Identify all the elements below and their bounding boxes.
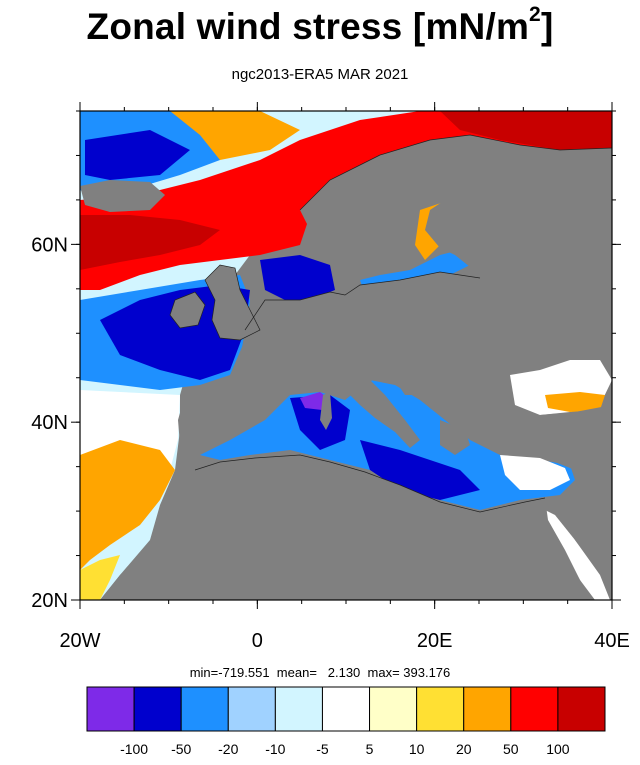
field-north-darkred [80, 215, 220, 270]
y-tick-label: 40N [31, 412, 68, 434]
field-northwest-darkblue [85, 130, 190, 180]
colorbar-label: 50 [503, 741, 519, 757]
map-subtitle: ngc2013-ERA5 MAR 2021 [231, 66, 409, 83]
field-midlat-darkblue [100, 285, 250, 380]
colorbar-label: 100 [546, 741, 570, 757]
axis-ticks: 20W 0 20E 40E 20N 40N 60N [31, 102, 630, 652]
colorbar-label: -10 [265, 741, 285, 757]
red-sea-field [545, 510, 610, 600]
x-tick-label: 40E [594, 630, 630, 652]
field-statistics: min=-719.551 mean= 2.130 max= 393.176 [189, 665, 451, 680]
mediterranean-darkblue [290, 395, 480, 500]
colorbar-swatch [274, 686, 323, 732]
x-tick-label: 20W [59, 630, 100, 652]
colorbar-swatch [463, 686, 512, 732]
land-anatolia [495, 405, 612, 470]
field-arctic-darkred [440, 111, 612, 150]
field-north-red [80, 111, 612, 290]
mediterranean-white [500, 455, 570, 490]
colorbar-swatch [510, 686, 559, 732]
colorbar-label: 20 [456, 741, 472, 757]
field-coastal-yellow [80, 555, 120, 600]
black-sea-orange [545, 392, 605, 412]
x-tick-label: 20E [417, 630, 453, 652]
colorbar-swatch [86, 686, 135, 732]
colorbar-swatch [416, 686, 465, 732]
colorbar-swatch [227, 686, 276, 732]
field-subtropical-easterly [80, 440, 175, 570]
colorbar-swatch [557, 686, 606, 732]
y-tick-label: 20N [31, 590, 68, 612]
y-tick-label: 60N [31, 234, 68, 256]
colorbar-label: -100 [120, 741, 148, 757]
land-scandinavia [300, 135, 612, 290]
land-corsica-sardinia [320, 392, 332, 430]
land-great-britain [205, 265, 260, 340]
colorbar-swatch [133, 686, 182, 732]
colorbar: -100 -50 -20 -10 -5 5 10 20 50 100 [86, 686, 606, 757]
land-iceland [80, 180, 165, 212]
land-europe-mainland [178, 272, 612, 455]
map-title: Zonal wind stress [mN/m2] [86, 3, 554, 47]
colorbar-label: -5 [316, 741, 329, 757]
land-greece [440, 420, 470, 455]
field-northwest-orange [170, 111, 300, 160]
colorbar-swatch [180, 686, 229, 732]
coastlines [169, 134, 612, 513]
land-italy [350, 380, 420, 448]
colorbar-label: 5 [366, 741, 374, 757]
x-tick-label: 0 [252, 630, 263, 652]
colorbar-label: -20 [218, 741, 238, 757]
land-arabia [560, 498, 612, 595]
land-africa [100, 455, 590, 600]
map-plot-area [80, 111, 612, 600]
field-north-sea-darkblue [260, 255, 335, 300]
colorbar-swatch [369, 686, 418, 732]
mediterranean-field [200, 380, 575, 510]
colorbar-swatch [321, 686, 371, 732]
colorbar-label: -50 [171, 741, 191, 757]
land-ireland [170, 292, 205, 328]
colorbar-label: 10 [409, 741, 425, 757]
